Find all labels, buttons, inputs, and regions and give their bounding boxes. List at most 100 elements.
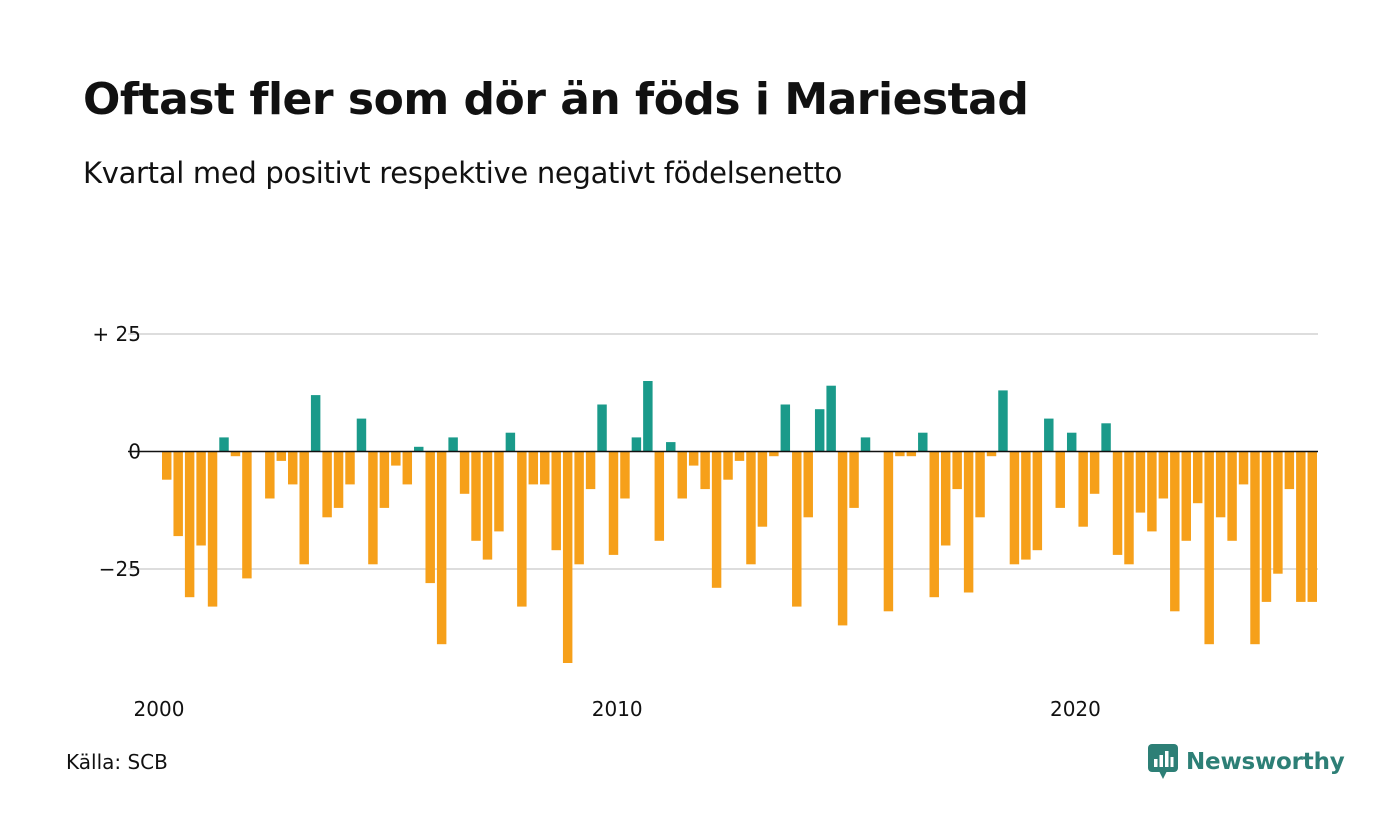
- bar: [1044, 418, 1054, 452]
- y-tick-label: + 25: [92, 322, 141, 346]
- bar: [952, 451, 962, 490]
- bar: [1284, 451, 1295, 490]
- x-tick-label: 2010: [592, 697, 643, 721]
- bar: [975, 451, 985, 518]
- chart-title: Oftast fler som dör än föds i Mariestad: [83, 74, 1029, 125]
- bar: [883, 451, 894, 612]
- bar: [562, 451, 573, 663]
- bar: [986, 451, 997, 457]
- bar: [448, 437, 458, 452]
- bar: [379, 451, 390, 508]
- bar: [620, 451, 630, 499]
- bar: [849, 451, 859, 508]
- bar: [1147, 451, 1157, 532]
- bar: [1204, 451, 1214, 645]
- bar: [288, 451, 298, 485]
- bar: [184, 451, 195, 598]
- bar: [368, 451, 378, 565]
- bar: [631, 437, 642, 452]
- bar: [711, 451, 722, 588]
- bar: [1227, 451, 1237, 541]
- bar: [528, 451, 539, 485]
- bar: [723, 451, 733, 480]
- bar: [173, 451, 183, 537]
- bar: [322, 451, 332, 518]
- bar: [436, 451, 447, 645]
- bar: [242, 451, 252, 579]
- bar: [929, 451, 939, 598]
- bar: [310, 395, 321, 452]
- bar: [494, 451, 504, 532]
- bar: [207, 451, 218, 607]
- bar: [459, 451, 470, 494]
- bar: [1055, 451, 1065, 508]
- bar: [505, 432, 516, 452]
- bar: [608, 451, 619, 555]
- bar: [585, 451, 596, 490]
- bar: [803, 451, 813, 518]
- bar: [1261, 451, 1272, 602]
- brand-logo[interactable]: Newsworthy: [1148, 744, 1345, 780]
- bar: [792, 451, 802, 607]
- bar: [837, 451, 848, 626]
- bar: [677, 451, 687, 499]
- bar: [345, 451, 355, 485]
- bar: [1009, 451, 1020, 565]
- bar: [1250, 451, 1260, 645]
- bar: [1181, 451, 1191, 541]
- bar: [1112, 451, 1123, 555]
- bar: [162, 451, 172, 480]
- x-tick-label: 2020: [1050, 697, 1101, 721]
- chat-bar-chart-icon: [1148, 744, 1178, 779]
- bar: [1124, 451, 1134, 565]
- bar: [471, 451, 481, 541]
- bar: [1273, 451, 1283, 574]
- bar: [700, 451, 710, 490]
- bar: [1021, 451, 1031, 560]
- bar: [940, 451, 951, 546]
- bar: [597, 404, 607, 452]
- bar: [265, 451, 275, 499]
- bar: [482, 451, 493, 560]
- bar: [1238, 451, 1249, 485]
- chart-subtitle: Kvartal med positivt respektive negativt…: [83, 156, 843, 190]
- bar: [356, 418, 367, 452]
- bar: [391, 451, 401, 466]
- bar: [333, 451, 344, 508]
- bar: [860, 437, 871, 452]
- source-note: Källa: SCB: [66, 750, 168, 774]
- bar: [276, 451, 287, 461]
- bar: [1307, 451, 1317, 602]
- brand-name: Newsworthy: [1186, 749, 1345, 775]
- bar: [654, 451, 665, 541]
- bar: [219, 437, 229, 452]
- bar: [230, 451, 241, 457]
- bar: [814, 409, 825, 452]
- bar: [1296, 451, 1306, 602]
- bar: [1215, 451, 1226, 518]
- bar: [757, 451, 768, 527]
- bar: [1170, 451, 1180, 612]
- bar: [1135, 451, 1146, 513]
- y-tick-label: −25: [99, 557, 141, 581]
- bar: [517, 451, 527, 607]
- bar: [963, 451, 974, 593]
- bar: [540, 451, 550, 485]
- bar: [551, 451, 561, 551]
- bar: [425, 451, 435, 584]
- bar: [1066, 432, 1077, 452]
- bar: [1032, 451, 1043, 551]
- bar: [998, 390, 1008, 452]
- bar: [1158, 451, 1169, 499]
- x-tick-label: 2000: [134, 697, 185, 721]
- bar: [906, 451, 917, 457]
- bar: [643, 381, 653, 452]
- bar: [769, 451, 779, 457]
- bar: [918, 432, 928, 452]
- bar: [1089, 451, 1100, 494]
- bar: [666, 442, 676, 452]
- bar: [1101, 423, 1111, 452]
- bar: [1078, 451, 1088, 527]
- bar: [895, 451, 905, 457]
- bar: [574, 451, 584, 565]
